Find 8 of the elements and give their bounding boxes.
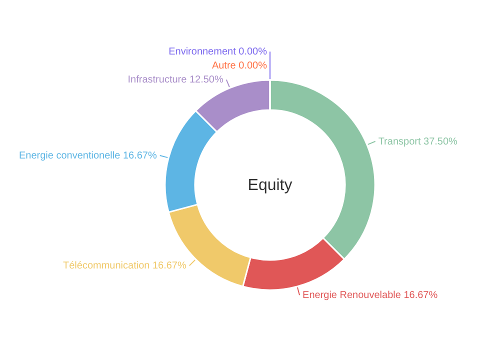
slice-label: Energie conventionelle 16.67% <box>18 150 157 162</box>
slice-label: Infrastructure 12.50% <box>128 74 224 86</box>
category-label: Autre 0.00% <box>212 60 267 72</box>
slice-label: Energie Renouvelable 16.67% <box>302 290 438 302</box>
category-label: Environnement 0.00% <box>168 46 267 58</box>
slice-label: Télécommunication 16.67% <box>62 260 186 272</box>
text: Equity <box>248 177 292 194</box>
slice-label: Transport 37.50% <box>378 136 458 148</box>
